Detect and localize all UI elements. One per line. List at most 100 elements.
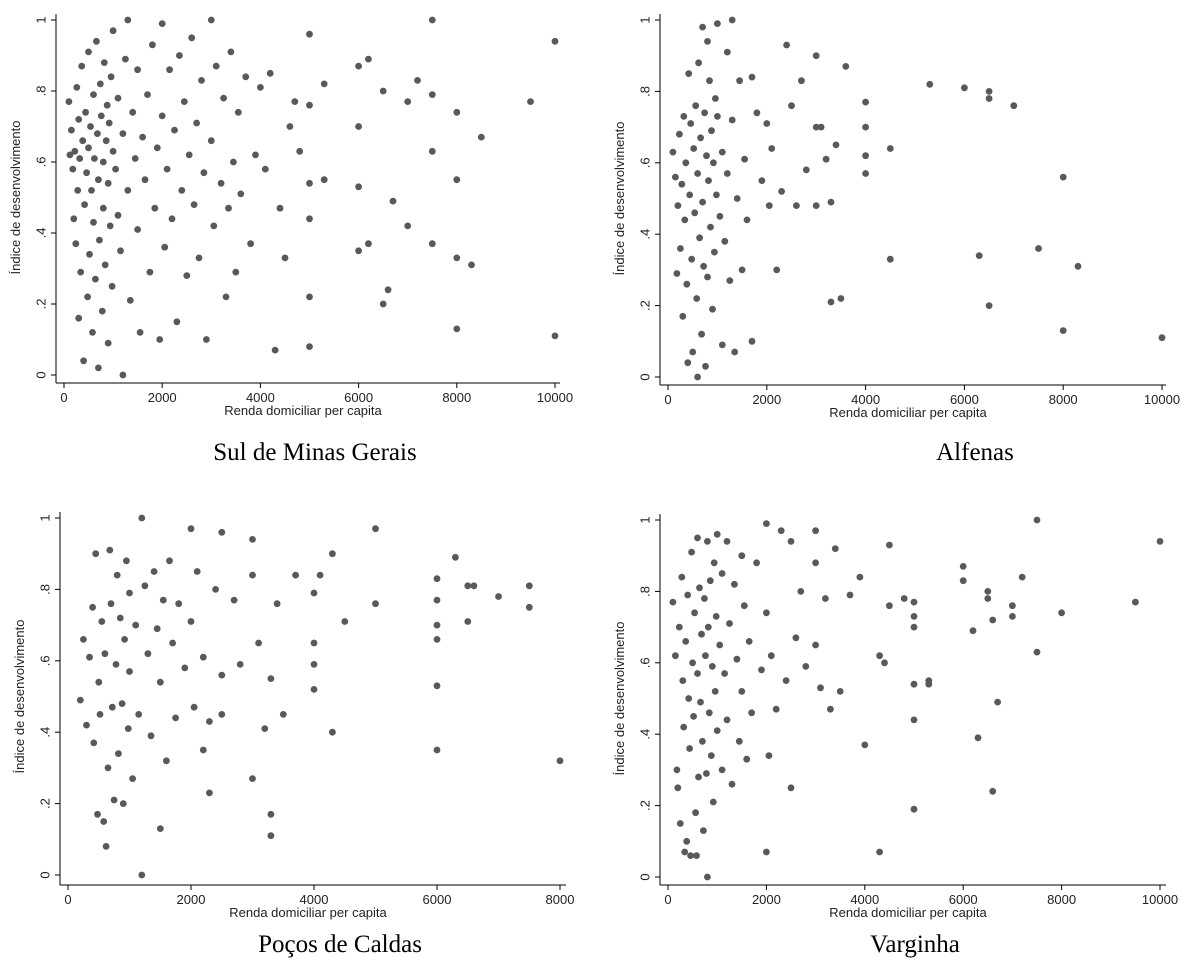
scatter-point: [687, 120, 695, 127]
scatter-point: [525, 582, 533, 590]
scatter-point: [827, 705, 834, 713]
scatter-point: [96, 236, 103, 244]
scatter-point: [266, 69, 274, 77]
scatter-point: [109, 27, 117, 35]
scatter-point: [793, 202, 800, 210]
scatter-point: [101, 650, 109, 658]
scatter-point: [772, 705, 780, 713]
scatter-point: [763, 520, 770, 527]
scatter-point: [232, 268, 240, 276]
scatter-point: [102, 137, 110, 145]
scatter-point: [119, 800, 127, 807]
scatter-point: [169, 639, 177, 647]
scatter-point: [123, 557, 130, 565]
scatter-point: [176, 52, 183, 59]
scatter-point: [677, 245, 684, 252]
scatter-point: [105, 119, 113, 127]
scatter-point: [708, 663, 716, 670]
scatter-point: [114, 94, 122, 102]
scatter-point: [230, 596, 238, 604]
x-tick-label: 8000: [1047, 892, 1076, 907]
scatter-point: [76, 696, 84, 704]
scatter-point: [709, 305, 716, 313]
scatter-point: [147, 732, 155, 740]
scatter-point: [110, 796, 118, 804]
scatter-point: [697, 698, 704, 706]
scatter-point: [723, 716, 731, 724]
panel-caption: Alfenas: [936, 439, 1014, 466]
scatter-point: [271, 346, 279, 354]
scatter-point: [187, 525, 195, 533]
scatter-point: [96, 80, 104, 88]
scatter-point: [994, 698, 1001, 706]
y-tick-label: .8: [37, 584, 52, 595]
scatter-point: [355, 183, 362, 191]
scatter-point: [187, 618, 195, 625]
scatter-point: [153, 144, 161, 152]
scatter-point: [453, 108, 461, 116]
y-tick-label: 1: [33, 16, 48, 23]
scatter-point: [107, 600, 115, 608]
scatter-point: [713, 530, 721, 538]
scatter-point: [792, 634, 800, 642]
scatter-point: [832, 141, 840, 149]
scatter-point: [701, 109, 708, 117]
scatter-point: [86, 653, 93, 661]
scatter-point: [267, 675, 275, 682]
scatter-point: [470, 582, 478, 590]
scatter-point: [788, 102, 795, 110]
scatter-point: [126, 668, 133, 675]
scatter-point: [812, 123, 820, 131]
scatter-point: [230, 158, 237, 166]
scatter-point: [428, 147, 436, 155]
scatter-point: [193, 119, 201, 127]
scatter-point: [306, 179, 313, 187]
y-tick-label: .2: [37, 798, 52, 809]
scatter-point: [355, 247, 362, 255]
scatter-point: [969, 627, 977, 635]
scatter-point: [306, 343, 313, 350]
scatter-point: [118, 700, 126, 707]
scatter-point: [119, 130, 127, 138]
scatter-point: [85, 48, 92, 56]
scatter-point: [728, 116, 736, 124]
scatter-point: [690, 713, 697, 720]
scatter-point: [183, 272, 191, 279]
scatter-point: [693, 295, 701, 302]
x-tick-label: 2000: [177, 892, 206, 907]
scatter-point: [156, 678, 164, 686]
scatter-point: [926, 80, 934, 88]
scatter-point: [102, 843, 110, 850]
scatter-point: [673, 270, 681, 277]
scatter-point: [812, 559, 819, 567]
scatter-point: [709, 798, 717, 806]
x-axis-label: Renda domiciliar per capita: [229, 905, 387, 920]
y-tick-label: 0: [637, 373, 652, 380]
scatter-point: [741, 155, 748, 163]
scatter-point: [173, 318, 181, 326]
scatter-point: [812, 527, 819, 535]
scatter-point: [765, 752, 773, 759]
y-tick-label: .6: [37, 655, 52, 666]
scatter-panel-2: 0 .2 .4 .6 .8 1 0 2000 4000 6000 8000 10000 Renda do…: [612, 14, 1180, 466]
scatter-point: [831, 545, 839, 552]
scatter-point: [705, 177, 712, 185]
scatter-point: [310, 639, 318, 647]
x-tick-label: 2000: [752, 892, 781, 907]
scatter-point: [163, 165, 171, 173]
scatter-point: [710, 159, 717, 167]
scatter-point: [90, 218, 97, 226]
scatter-point: [688, 548, 695, 556]
scatter-point: [551, 37, 559, 45]
scatter-point: [723, 538, 731, 545]
scatter-point: [706, 77, 713, 85]
scatter-point: [733, 655, 741, 663]
scatter-point: [108, 282, 116, 290]
scatter-point: [842, 63, 850, 70]
scatter-point: [678, 573, 686, 581]
scatter-point: [149, 41, 156, 49]
scatter-point: [109, 147, 117, 155]
scatter-point: [728, 16, 736, 24]
scatter-point: [126, 589, 133, 597]
